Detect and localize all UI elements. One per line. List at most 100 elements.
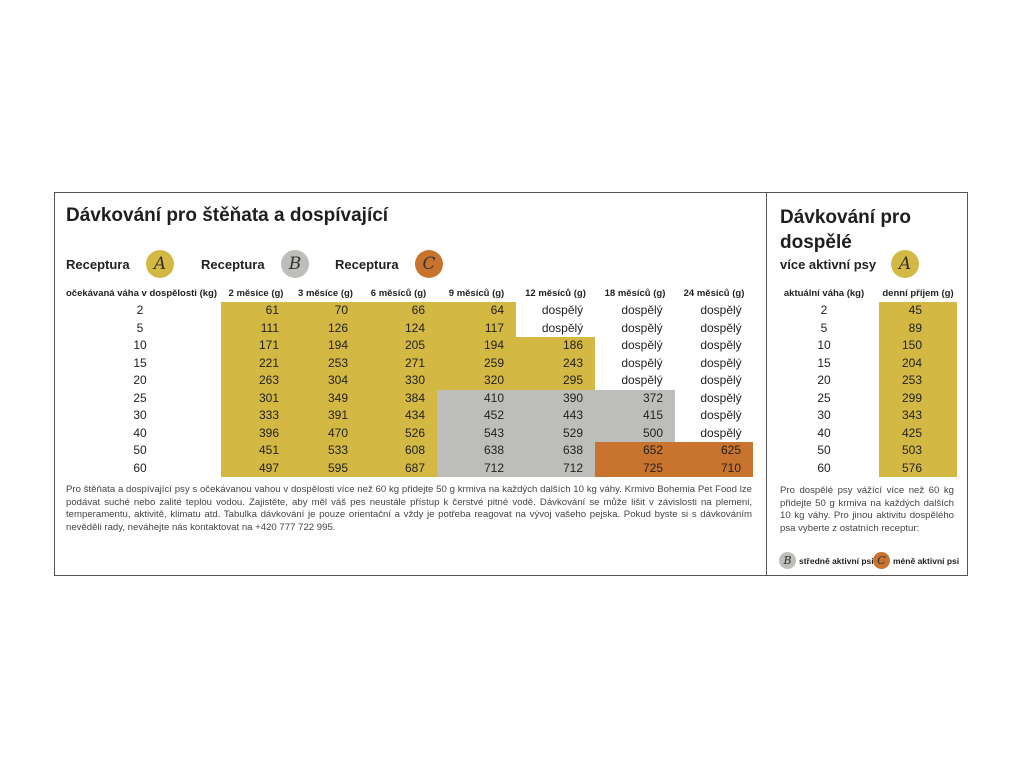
recipe-label: Receptura — [335, 257, 399, 272]
dose-cell: 126 — [291, 319, 360, 337]
dose-cell: dospělý — [675, 337, 753, 355]
dose-cell: 61 — [221, 302, 291, 320]
dose-cell: 452 — [437, 407, 516, 425]
dose-cell: dospělý — [675, 389, 753, 407]
dose-cell: dospělý — [675, 372, 753, 390]
intake-cell: 253 — [879, 372, 957, 390]
column-header: 2 měsíce (g) — [228, 288, 284, 299]
dose-cell: 194 — [437, 337, 516, 355]
dose-cell: 529 — [516, 424, 595, 442]
column-header: 24 měsíců (g) — [683, 288, 745, 299]
right-subtitle: více aktivní psy — [780, 257, 877, 272]
row-weight: 25 — [133, 390, 147, 405]
dose-cell: dospělý — [595, 354, 675, 372]
intake-cell: 425 — [879, 424, 957, 442]
row-weight: 50 — [817, 443, 831, 457]
dose-cell: 64 — [437, 302, 516, 320]
recipe-badge: C — [415, 250, 443, 278]
dose-cell: 349 — [291, 389, 360, 407]
row-weight: 5 — [820, 320, 828, 335]
row-weight: 20 — [133, 373, 147, 387]
dose-cell: 259 — [437, 354, 516, 372]
right-note: Pro dospělé psy vážící více než 60 kg př… — [780, 485, 954, 534]
dose-cell: 443 — [516, 407, 595, 425]
dose-cell: dospělý — [675, 319, 753, 337]
recipe-label: Receptura — [66, 257, 130, 272]
dose-cell: 111 — [221, 319, 291, 337]
recipe-badge: A — [146, 250, 174, 278]
dose-cell: 320 — [437, 372, 516, 390]
dose-cell: 70 — [291, 302, 360, 320]
dose-cell: 194 — [291, 337, 360, 355]
dose-cell: 451 — [221, 442, 291, 460]
dose-cell: 390 — [516, 389, 595, 407]
frame — [54, 192, 968, 576]
dose-cell: 384 — [360, 389, 437, 407]
row-weight: 30 — [133, 408, 147, 422]
left-note: Pro štěňata a dospívající psy s očekávan… — [66, 484, 752, 533]
legend-badge: B — [779, 552, 796, 569]
dose-cell: dospělý — [675, 302, 753, 320]
dose-cell: 415 — [595, 407, 675, 425]
dose-cell: 687 — [360, 459, 437, 477]
row-weight: 5 — [136, 320, 144, 335]
intake-cell: 343 — [879, 407, 957, 425]
right-title: Dávkování pro dospělé — [780, 207, 911, 253]
legend-badge: C — [873, 552, 890, 569]
dose-cell: 500 — [595, 424, 675, 442]
intake-cell: 576 — [879, 459, 957, 477]
row-weight: 15 — [817, 355, 831, 370]
intake-cell: 204 — [879, 354, 957, 372]
dose-cell: 186 — [516, 337, 595, 355]
dose-cell: 330 — [360, 372, 437, 390]
dose-cell: dospělý — [595, 302, 675, 320]
dose-cell: 543 — [437, 424, 516, 442]
dose-cell: 497 — [221, 459, 291, 477]
dose-cell: dospělý — [595, 372, 675, 390]
dose-cell: 391 — [291, 407, 360, 425]
row-weight: 60 — [817, 460, 831, 475]
column-header: 9 měsíců (g) — [448, 288, 505, 299]
recipe-badge: A — [891, 250, 919, 278]
intake-cell: 503 — [879, 442, 957, 460]
dose-cell: 396 — [221, 424, 291, 442]
dose-cell: 652 — [595, 442, 675, 460]
column-header: 18 měsíců (g) — [604, 288, 666, 299]
row-weight: 10 — [817, 338, 831, 352]
row-weight: 40 — [817, 425, 831, 440]
dose-cell: 434 — [360, 407, 437, 425]
dose-cell: 171 — [221, 337, 291, 355]
dose-cell: 271 — [360, 354, 437, 372]
dose-cell: 333 — [221, 407, 291, 425]
intake-cell: 150 — [879, 337, 957, 355]
left-title: Dávkování pro štěňata a dospívající — [66, 205, 389, 226]
dose-cell: 243 — [516, 354, 595, 372]
dose-cell: 205 — [360, 337, 437, 355]
dose-cell: dospělý — [595, 319, 675, 337]
column-header: aktuální váha (kg) — [783, 288, 865, 299]
column-header: 6 měsíců (g) — [370, 288, 427, 299]
column-header: 3 měsíce (g) — [298, 288, 353, 299]
row-weight: 20 — [817, 373, 831, 387]
dose-cell: 124 — [360, 319, 437, 337]
dose-cell: 295 — [516, 372, 595, 390]
dose-cell: 301 — [221, 389, 291, 407]
dose-cell: dospělý — [516, 319, 595, 337]
row-weight: 2 — [136, 303, 144, 317]
row-weight: 2 — [820, 303, 828, 317]
row-weight: 50 — [133, 443, 147, 457]
dose-cell: dospělý — [675, 407, 753, 425]
row-weight: 60 — [133, 460, 147, 475]
dose-cell: 470 — [291, 424, 360, 442]
dose-cell: 410 — [437, 389, 516, 407]
row-weight: 25 — [817, 390, 831, 405]
dose-cell: 533 — [291, 442, 360, 460]
dose-cell: 725 — [595, 459, 675, 477]
intake-cell: 299 — [879, 389, 957, 407]
dose-cell: dospělý — [675, 354, 753, 372]
row-weight: 15 — [133, 355, 147, 370]
column-header: očekávaná váha v dospělosti (kg) — [66, 288, 218, 299]
dose-cell: 372 — [595, 389, 675, 407]
recipe-label: Receptura — [201, 257, 265, 272]
